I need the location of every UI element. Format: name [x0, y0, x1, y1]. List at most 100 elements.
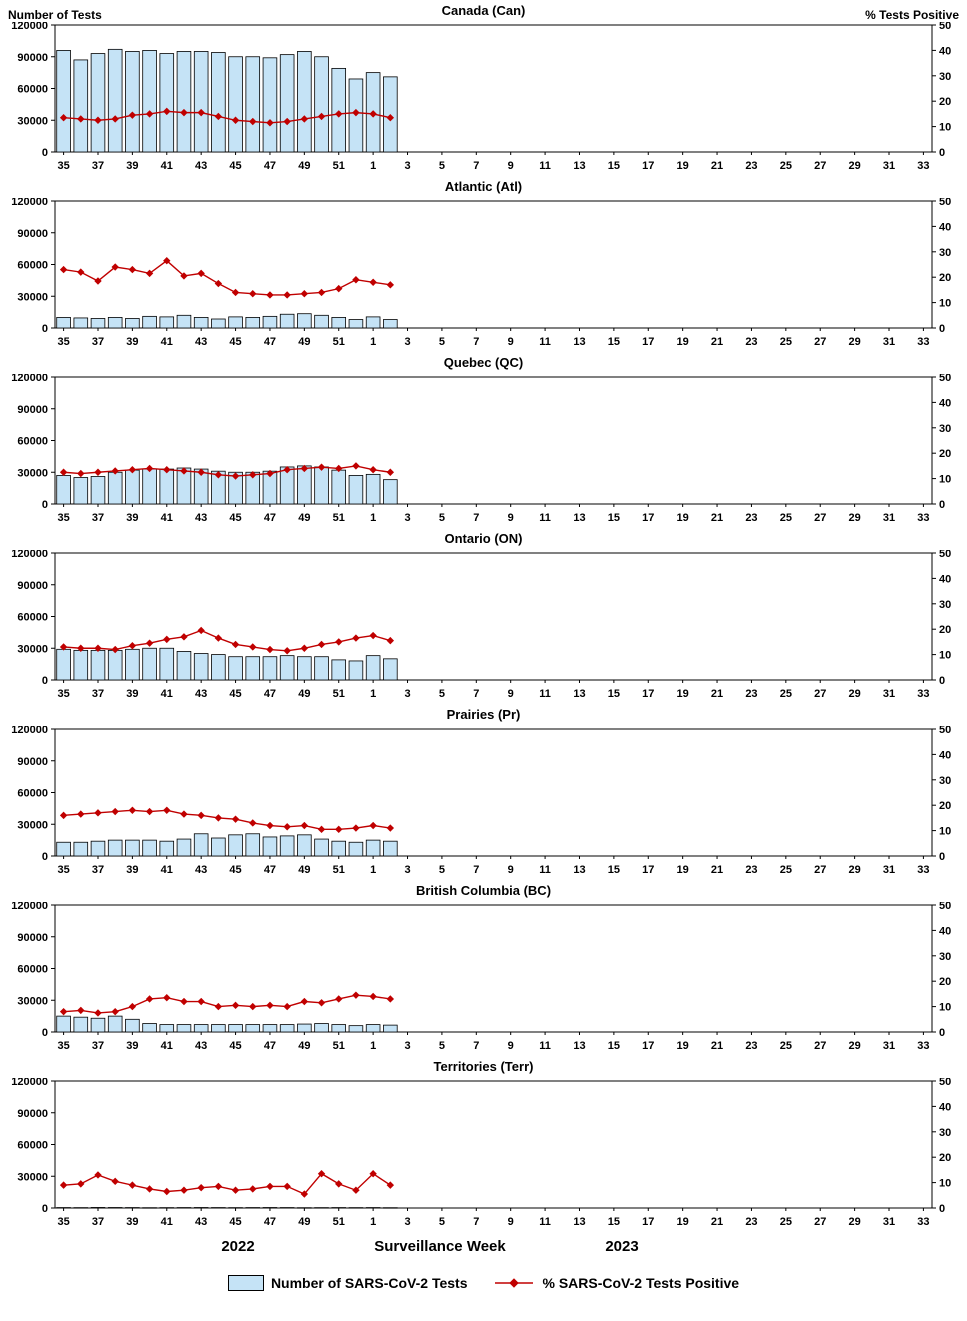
svg-text:17: 17	[642, 336, 654, 348]
svg-text:10: 10	[939, 650, 951, 662]
svg-text:5: 5	[439, 1040, 445, 1052]
svg-text:0: 0	[939, 1203, 945, 1215]
svg-text:35: 35	[57, 160, 69, 172]
panel-title-prairies: Prairies (Pr)	[446, 707, 521, 722]
svg-text:9: 9	[508, 1040, 514, 1052]
panel-title-atlantic: Atlantic (Atl)	[444, 179, 523, 194]
svg-text:40: 40	[939, 397, 951, 409]
svg-text:33: 33	[917, 160, 929, 172]
svg-text:20: 20	[939, 272, 951, 284]
svg-text:30: 30	[939, 951, 951, 963]
svg-text:23: 23	[745, 864, 757, 876]
panel-territories: Territories (Terr) 0 30000 60000 90000 12000…	[0, 1056, 967, 1232]
svg-text:15: 15	[608, 864, 620, 876]
svg-text:5: 5	[439, 1216, 445, 1228]
svg-text:60000: 60000	[17, 84, 48, 96]
svg-text:0: 0	[939, 147, 945, 159]
svg-text:7: 7	[473, 160, 479, 172]
svg-text:11: 11	[539, 1040, 551, 1052]
svg-text:47: 47	[264, 1216, 276, 1228]
svg-text:39: 39	[126, 336, 138, 348]
svg-text:30: 30	[939, 599, 951, 611]
svg-text:37: 37	[92, 336, 104, 348]
svg-text:120000: 120000	[11, 22, 48, 32]
svg-text:0: 0	[939, 499, 945, 511]
svg-text:43: 43	[195, 688, 207, 700]
svg-text:21: 21	[711, 1040, 723, 1052]
svg-text:41: 41	[161, 1216, 173, 1228]
svg-text:15: 15	[608, 336, 620, 348]
svg-text:15: 15	[608, 160, 620, 172]
svg-text:5: 5	[439, 160, 445, 172]
panel-title-ontario: Ontario (ON)	[444, 531, 523, 546]
svg-text:13: 13	[573, 1040, 585, 1052]
legend-tests-label: Number of SARS-CoV-2 Tests	[270, 1275, 468, 1291]
svg-text:31: 31	[883, 688, 895, 700]
svg-text:45: 45	[229, 864, 241, 876]
svg-text:13: 13	[573, 1216, 585, 1228]
svg-text:41: 41	[161, 160, 173, 172]
svg-text:37: 37	[92, 864, 104, 876]
svg-text:23: 23	[745, 1216, 757, 1228]
svg-text:90000: 90000	[17, 228, 48, 240]
svg-text:25: 25	[780, 864, 792, 876]
svg-text:40: 40	[939, 573, 951, 585]
svg-text:15: 15	[608, 688, 620, 700]
svg-text:50: 50	[939, 902, 951, 912]
svg-text:0: 0	[42, 147, 48, 159]
legend: Number of SARS-CoV-2 Tests % SARS-CoV-2 …	[0, 1266, 967, 1300]
svg-text:47: 47	[264, 1040, 276, 1052]
svg-text:0: 0	[42, 1203, 48, 1215]
svg-text:11: 11	[539, 160, 551, 172]
svg-text:51: 51	[333, 688, 345, 700]
svg-text:120000: 120000	[11, 550, 48, 560]
svg-text:49: 49	[298, 336, 310, 348]
svg-text:0: 0	[42, 1027, 48, 1039]
svg-text:50: 50	[939, 726, 951, 736]
svg-text:20: 20	[939, 96, 951, 108]
svg-text:7: 7	[473, 512, 479, 524]
svg-text:120000: 120000	[11, 726, 48, 736]
panel-quebec: Quebec (QC) 0 30000 60000 90000 120000 0 10 20 3…	[0, 352, 967, 528]
svg-text:33: 33	[917, 1040, 929, 1052]
svg-text:50: 50	[939, 22, 951, 32]
svg-text:10: 10	[939, 1002, 951, 1014]
svg-text:25: 25	[780, 512, 792, 524]
svg-text:25: 25	[780, 688, 792, 700]
svg-text:41: 41	[161, 512, 173, 524]
svg-text:19: 19	[677, 336, 689, 348]
svg-text:17: 17	[642, 160, 654, 172]
svg-text:17: 17	[642, 688, 654, 700]
svg-text:13: 13	[573, 864, 585, 876]
svg-text:29: 29	[848, 160, 860, 172]
svg-text:60000: 60000	[17, 612, 48, 624]
svg-text:23: 23	[745, 512, 757, 524]
svg-text:20: 20	[939, 624, 951, 636]
svg-text:49: 49	[298, 864, 310, 876]
svg-text:41: 41	[161, 336, 173, 348]
svg-text:27: 27	[814, 1216, 826, 1228]
svg-text:43: 43	[195, 1040, 207, 1052]
svg-text:21: 21	[711, 688, 723, 700]
svg-text:37: 37	[92, 1040, 104, 1052]
svg-text:33: 33	[917, 336, 929, 348]
svg-text:3: 3	[404, 160, 410, 172]
svg-text:20: 20	[939, 976, 951, 988]
svg-text:31: 31	[883, 864, 895, 876]
svg-text:45: 45	[229, 1216, 241, 1228]
svg-text:35: 35	[57, 864, 69, 876]
svg-text:27: 27	[814, 864, 826, 876]
svg-text:27: 27	[814, 688, 826, 700]
svg-text:43: 43	[195, 160, 207, 172]
svg-text:39: 39	[126, 688, 138, 700]
svg-text:29: 29	[848, 1216, 860, 1228]
x-axis-title: Surveillance Week	[374, 1238, 506, 1255]
svg-text:90000: 90000	[17, 580, 48, 592]
svg-text:1: 1	[370, 160, 376, 172]
svg-text:120000: 120000	[11, 374, 48, 384]
